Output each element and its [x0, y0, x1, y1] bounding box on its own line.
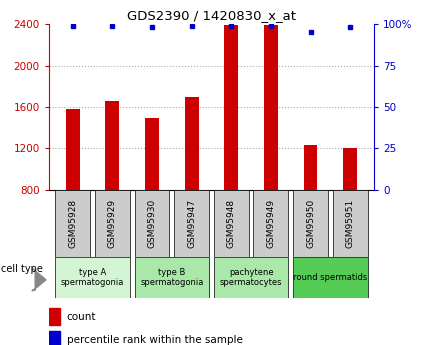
Text: pachytene
spermatocytes: pachytene spermatocytes [220, 268, 282, 287]
Text: GSM95951: GSM95951 [346, 199, 355, 248]
Text: GSM95930: GSM95930 [147, 199, 156, 248]
Bar [333, 190, 368, 257]
Text: count: count [67, 312, 96, 322]
Bar [224, 25, 238, 190]
Title: GDS2390 / 1420830_x_at: GDS2390 / 1420830_x_at [127, 9, 296, 22]
Text: GSM95949: GSM95949 [266, 199, 275, 248]
Bar [95, 190, 130, 257]
Bar [293, 190, 328, 257]
Text: GSM95947: GSM95947 [187, 199, 196, 248]
Text: GSM95929: GSM95929 [108, 199, 117, 248]
Bar [185, 97, 198, 190]
Text: round spermatids: round spermatids [293, 273, 368, 282]
Bar [174, 190, 209, 257]
Bar [303, 145, 317, 190]
Bar [214, 190, 249, 257]
Bar [214, 257, 288, 298]
Bar [145, 118, 159, 190]
Bar [55, 190, 90, 257]
Bar [66, 109, 79, 190]
Bar [264, 25, 278, 190]
Bar [343, 148, 357, 190]
Text: percentile rank within the sample: percentile rank within the sample [67, 335, 243, 345]
Text: cell type: cell type [1, 264, 43, 274]
Bar [49, 331, 60, 345]
Text: GSM95928: GSM95928 [68, 199, 77, 248]
Bar [49, 308, 60, 325]
Text: type A
spermatogonia: type A spermatogonia [61, 268, 124, 287]
Text: GSM95948: GSM95948 [227, 199, 236, 248]
Bar [253, 190, 288, 257]
Bar [135, 190, 170, 257]
Bar [105, 101, 119, 190]
Bar [293, 257, 368, 298]
Text: type B
spermatogonia: type B spermatogonia [140, 268, 204, 287]
Bar [55, 257, 130, 298]
Text: GSM95950: GSM95950 [306, 199, 315, 248]
Bar [135, 257, 209, 298]
FancyArrow shape [32, 268, 46, 291]
